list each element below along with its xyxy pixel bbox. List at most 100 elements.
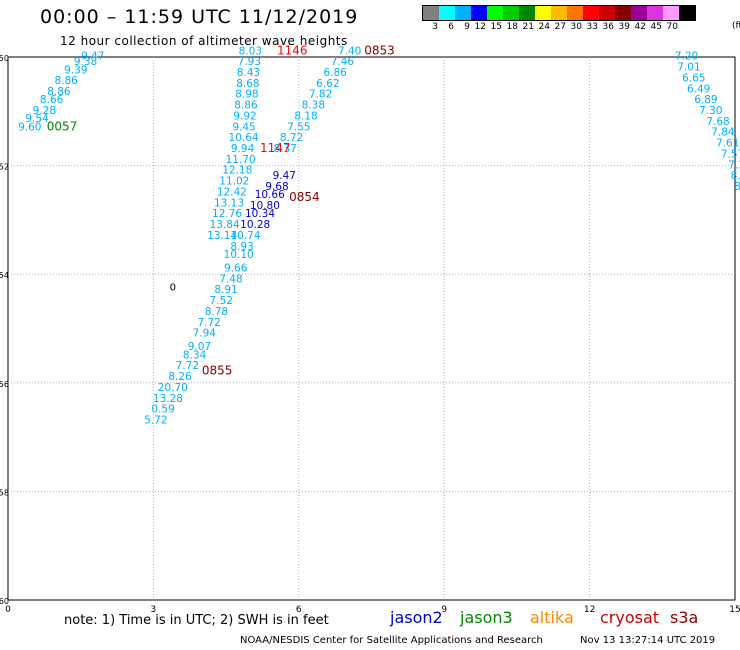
y-tick-label: -54 <box>0 271 9 280</box>
color-scale-swatch <box>487 6 503 20</box>
data-point-label: 8.?? <box>734 181 740 193</box>
data-point-label: 9.47 <box>81 51 104 63</box>
x-tick-label: 12 <box>584 605 595 615</box>
color-scale-swatch <box>439 6 455 20</box>
color-scale-swatch <box>615 6 631 20</box>
color-scale-label: 30 <box>570 22 582 32</box>
color-scale-swatch <box>599 6 615 20</box>
legend-entry-jason2: jason2 <box>390 608 443 627</box>
x-tick-label: 0 <box>5 605 11 615</box>
data-point-label: 7.82 <box>309 89 332 101</box>
color-scale-swatches <box>422 5 696 21</box>
data-point-label: 7.57 <box>721 148 740 160</box>
x-tick-label: 3 <box>151 605 157 615</box>
chart-note: note: 1) Time is in UTC; 2) SWH is in fe… <box>64 613 329 628</box>
data-point-label: 10.10 <box>224 249 254 261</box>
data-point-label: 7.84 <box>711 127 735 139</box>
data-point-label: 12.42 <box>217 186 247 198</box>
color-scale-label: 70 <box>666 22 678 32</box>
data-point-label: 9.45 <box>232 121 255 133</box>
data-point-label: 9.38 <box>74 56 97 68</box>
data-point-label: 13.84 <box>210 219 240 231</box>
data-point-label: 13.28 <box>153 393 183 405</box>
data-point-label: 7.01 <box>677 62 700 74</box>
data-point-label: 8.43 <box>237 67 260 79</box>
data-point-label: 9.92 <box>233 110 256 122</box>
color-scale-label: 6 <box>448 22 454 32</box>
color-scale-swatch <box>679 6 695 20</box>
color-scale-label: 36 <box>602 22 614 32</box>
data-point-label: 9.28 <box>33 105 56 117</box>
data-point-label: 8.68 <box>236 78 259 90</box>
data-point-label: 7.48 <box>219 273 242 285</box>
data-point-label: 11.70 <box>226 154 256 166</box>
data-point-label: 7.30 <box>728 159 740 171</box>
data-point-label: 13.14 <box>207 230 237 242</box>
color-scale-swatch <box>503 6 519 20</box>
color-scale-label: 9 <box>464 22 470 32</box>
data-point-label: 6.49 <box>687 83 710 95</box>
color-scale-swatch <box>455 6 471 20</box>
data-point-label: 12.76 <box>212 208 242 220</box>
x-tick-label: 9 <box>441 605 447 615</box>
color-scale-label: 27 <box>554 22 566 32</box>
data-point-label: 8.26 <box>168 371 192 383</box>
color-scale-label: 45 <box>650 22 662 32</box>
data-point-label: 9.54 <box>25 113 49 125</box>
data-point-label: 7.52 <box>210 295 233 307</box>
color-scale-swatch <box>519 6 535 20</box>
data-point-label: 8.98 <box>235 89 258 101</box>
color-scale-unit: (ft) <box>732 21 740 31</box>
data-point-label: 8.19 <box>731 170 740 182</box>
data-point-label: 9.07 <box>188 341 211 353</box>
color-scale-swatch <box>471 6 487 20</box>
data-point-label: 11.02 <box>219 176 249 188</box>
data-point-label: 0.59 <box>151 404 174 416</box>
generated-timestamp: Nov 13 13:27:14 UTC 2019 <box>580 635 716 646</box>
plot-frame <box>7 56 736 601</box>
data-point-label: 8.66 <box>40 94 64 106</box>
data-point-label: 10.34 <box>245 208 275 220</box>
data-point-label: 9.94 <box>231 143 255 155</box>
data-point-label: 13.13 <box>214 197 244 209</box>
data-point-label: 8.38 <box>302 100 325 112</box>
data-point-label: 8.78 <box>205 306 228 318</box>
y-tick-label: -52 <box>0 163 9 172</box>
data-point-label: 10.64 <box>229 132 259 144</box>
pass-time-label: 0854 <box>289 190 320 204</box>
data-point-label: 7.55 <box>287 121 310 133</box>
legend-entry-cryosat: cryosat <box>600 608 660 627</box>
data-point-label: 7.72 <box>197 317 220 329</box>
data-point-label: 7.46 <box>331 56 355 68</box>
data-point-label: 7.40 <box>338 45 361 57</box>
data-point-label: 10.74 <box>230 230 260 242</box>
legend-entry-altika: altika <box>530 608 574 627</box>
pass-time-label: 1147 <box>260 141 291 155</box>
color-scale-label: 3 <box>432 22 438 32</box>
color-scale-swatch <box>631 6 647 20</box>
color-scale-swatch <box>423 6 439 20</box>
color-scale-label: 21 <box>522 22 534 32</box>
data-point-label: 8.18 <box>294 110 317 122</box>
stray-mark: 0 <box>170 282 176 293</box>
data-point-label: 9.39 <box>64 64 87 76</box>
color-scale-swatch <box>567 6 583 20</box>
data-point-label: 10.28 <box>240 219 270 231</box>
legend-entry-s3a: s3a <box>670 608 699 627</box>
data-point-label: 8.37 <box>274 143 297 155</box>
x-tick-label: 15 <box>729 605 740 615</box>
color-scale-label: 39 <box>618 22 630 32</box>
y-tick-label: -60 <box>0 597 9 606</box>
color-scale-label: 42 <box>634 22 646 32</box>
data-point-label: 8.86 <box>47 86 71 98</box>
color-scale-label: 15 <box>490 22 502 32</box>
chart-title: 00:00 – 11:59 UTC 11/12/2019 <box>40 6 359 28</box>
x-tick-label: 6 <box>296 605 302 615</box>
data-point-label: 9.60 <box>18 121 41 133</box>
credit-text: NOAA/NESDIS Center for Satellite Applica… <box>240 635 543 646</box>
data-point-label: 8.93 <box>230 241 253 253</box>
data-point-label: 12.18 <box>222 165 252 177</box>
y-tick-label: -50 <box>0 54 9 63</box>
data-point-label: 9.68 <box>265 181 288 193</box>
data-point-label: 6.62 <box>316 78 339 90</box>
